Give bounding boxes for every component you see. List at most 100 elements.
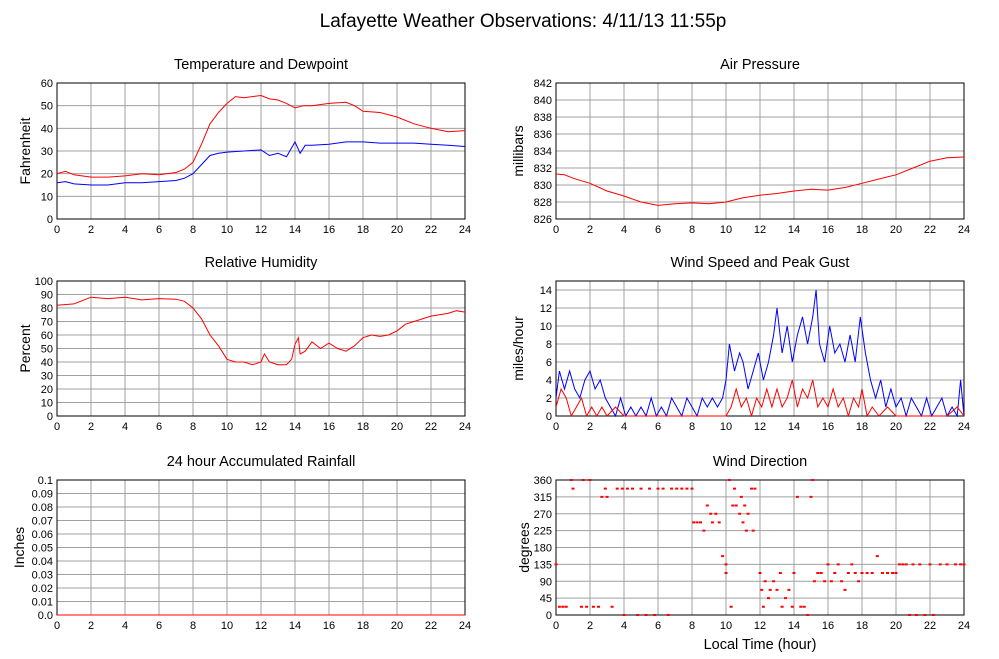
x-tick-label: 10 [720,224,732,236]
y-tick-label: 20 [41,169,53,181]
direction-point [724,572,728,574]
direction-point [733,487,736,490]
x-tick-label: 22 [425,224,437,236]
x-tick-label: 2 [587,421,593,433]
direction-point [836,563,840,566]
x-tick-label: 18 [856,224,868,236]
y-tick-label: 0.01 [32,597,53,609]
x-tick-label: 22 [425,421,437,433]
y-tick-label: 836 [534,129,552,141]
direction-point [744,529,748,532]
direction-point [585,605,589,608]
x-tick-label: 12 [255,224,267,236]
x-tick-label: 20 [391,421,403,433]
series-line-red [57,296,465,366]
x-tick-label: 4 [122,421,128,433]
plot-frame [555,82,965,220]
direction-point [603,487,607,490]
x-tick-label: 18 [856,421,868,433]
direction-point [767,597,770,600]
x-tick-label: 20 [890,620,902,632]
direction-point [580,605,583,608]
y-tick-label: 315 [534,492,552,504]
direction-point [653,614,657,616]
x-tick-label: 4 [122,224,128,236]
y-axis-label: millibars [510,125,526,176]
direction-point [775,588,779,591]
direction-point [620,487,624,490]
x-tick-label: 16 [822,620,834,632]
y-tick-label: 360 [534,475,552,487]
y-axis-label: degrees [516,522,532,573]
x-tick-label: 8 [190,421,196,433]
direction-point [571,487,575,490]
direction-point [746,512,750,515]
direction-point [588,479,592,481]
direction-point [904,563,908,566]
direction-point [787,588,791,591]
x-tick-label: 14 [289,421,301,433]
direction-point [734,504,738,507]
y-tick-label: 2 [546,393,552,405]
y-tick-label: 10 [540,321,552,333]
x-tick-label: 8 [689,421,695,433]
y-tick-label: 90 [540,576,552,588]
direction-point [826,563,830,566]
y-tick-label: 828 [534,197,552,209]
direction-point [923,614,927,616]
direction-point [840,580,844,583]
x-tick-label: 8 [190,620,196,632]
x-tick-label: 16 [323,421,335,433]
y-tick-label: 8 [546,339,552,351]
y-tick-label: 10 [41,398,53,410]
y-tick-label: 4 [546,375,552,387]
y-tick-label: 826 [534,214,552,226]
x-tick-label: 0 [553,620,559,632]
x-tick-label: 24 [958,224,970,236]
y-tick-label: 12 [540,303,552,315]
x-tick-label: 20 [890,224,902,236]
direction-point [880,572,884,574]
direction-point [670,487,674,490]
direction-point [954,563,957,566]
x-tick-label: 6 [655,224,661,236]
x-tick-label: 22 [924,421,936,433]
x-tick-label: 20 [391,620,403,632]
x-tick-label: 14 [788,224,800,236]
plot-frame [555,479,965,616]
x-tick-label: 14 [289,620,301,632]
y-tick-label: 0.03 [32,570,53,582]
y-tick-label: 60 [41,330,53,342]
chart-title: Air Pressure [720,57,800,73]
direction-point [799,605,803,608]
x-tick-label: 2 [88,224,94,236]
y-tick-label: 840 [534,95,552,107]
y-tick-label: 45 [540,593,552,605]
x-tick-label: 24 [459,421,471,433]
direction-point [819,572,823,574]
y-tick-label: 10 [41,191,53,203]
direction-point [702,529,706,532]
x-tick-label: 8 [190,224,196,236]
direction-point [865,572,869,574]
x-tick-label: 12 [754,224,766,236]
direction-point [753,487,757,490]
direction-point [795,495,799,498]
x-tick-label: 14 [788,421,800,433]
direction-point [891,572,895,574]
direction-point [666,614,670,616]
direction-point [908,614,912,616]
direction-point [750,487,753,490]
x-tick-label: 24 [958,421,970,433]
direction-point [806,614,810,616]
chart-title: Wind Direction [713,454,807,470]
x-tick-label: 14 [788,620,800,632]
direction-point [648,487,651,490]
direction-point [605,495,609,498]
x-tick-label: 24 [459,620,471,632]
direction-point [591,605,595,608]
x-tick-label: 22 [924,224,936,236]
direction-point [962,563,966,566]
y-tick-label: 0.07 [32,516,53,528]
direction-point [792,572,796,574]
